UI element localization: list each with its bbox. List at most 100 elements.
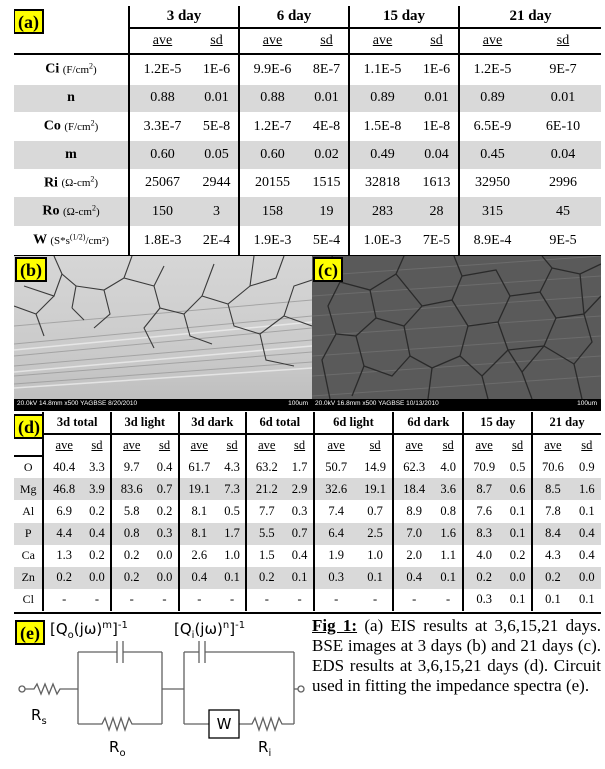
ave-value: 1.8E-3: [128, 226, 195, 255]
sd-value: -: [297, 592, 302, 607]
sd-value: 0.2: [156, 503, 173, 518]
parameter-name: m: [65, 146, 77, 162]
figure-caption-text: (a) EIS results at 3,6,15,21 days. BSE i…: [312, 616, 601, 695]
sd-header: sd: [294, 438, 306, 453]
unit-sup: 2: [90, 174, 95, 184]
parameter-label: Co (F/cm2): [14, 112, 129, 141]
ave-value: 25067: [128, 168, 195, 198]
sd-value: 0.0: [83, 566, 111, 589]
qi-mid: (jω): [194, 620, 223, 638]
day-header: 6 day: [238, 6, 349, 29]
ave-value: 315: [458, 197, 525, 227]
ave-value: 1.3: [42, 544, 84, 567]
sd-value: 4.3: [224, 459, 240, 474]
sd-value: 28: [415, 197, 459, 227]
ave-header: ave: [245, 434, 287, 457]
ave-value: 1.1E-5: [348, 53, 415, 85]
ave-value: 8.5: [531, 478, 573, 501]
unit-end: ): [94, 120, 99, 133]
sd-value: 3: [195, 197, 239, 227]
ave-value: 8.9: [392, 500, 434, 523]
ave-value: 32950: [458, 168, 525, 198]
sd-value: 2.5: [357, 522, 394, 545]
element-label: Al: [22, 503, 35, 518]
ave-header: ave: [177, 434, 220, 457]
eis-row: n 0.88 0.01 0.88 0.01 0.89 0.01 0.89 0.01: [14, 84, 601, 113]
sd-value: 2.9: [286, 478, 314, 501]
ave-value: 4.3: [531, 544, 573, 567]
sd-value: 0.1: [503, 522, 533, 545]
ave-value: 0.3: [312, 566, 358, 589]
qo-mid: (jω): [73, 620, 103, 638]
ave-value: 4.4: [42, 522, 84, 545]
figure-title: Fig 1:: [312, 616, 358, 635]
sd-value: -: [229, 592, 235, 607]
cracked-surface-texture: [312, 256, 601, 399]
sd-value: 3.9: [83, 478, 111, 501]
sd-value: 0.04: [525, 140, 601, 169]
qi-text: [Q: [174, 620, 192, 638]
parameter-name: Ri: [43, 175, 58, 191]
group-header: 3d total: [42, 412, 111, 436]
eds-row: Al 6.9 0.2 5.8 0.2 8.1 0.5 7.7 0.3 7.4 0.7 8.9 0.8 7.…: [14, 500, 601, 523]
ave-value: 50.7: [312, 456, 358, 479]
sd-value: 0.01: [525, 84, 601, 113]
parameter-name: n: [67, 90, 75, 106]
sd-value: 0.01: [195, 84, 239, 113]
sd-value: 0.02: [305, 140, 349, 169]
ave-value: 8.1: [177, 522, 220, 545]
parameter-label: W (S*s(1/2)/cm²): [14, 226, 129, 255]
panel-label-b: (b): [15, 257, 47, 282]
ave-value: 0.89: [348, 84, 415, 113]
ave-value: 1.5E-8: [348, 112, 415, 141]
bse-image-21-days: (c) 20.0kV 16.8mm x500 YAGBSE 10/13/2010…: [312, 256, 601, 409]
ave-value: 0.2: [109, 544, 152, 567]
ave-value: 2.6: [177, 544, 220, 567]
ave-value: 1.2E-7: [238, 112, 305, 141]
sd-value: 0.8: [440, 503, 456, 518]
ave-value: 6.4: [312, 522, 358, 545]
group-header: 6d dark: [392, 412, 464, 436]
sd-value: 3.6: [433, 478, 464, 501]
sd-value: 1.7: [291, 459, 308, 474]
element-label: O: [23, 460, 33, 475]
ave-value: 8.9E-4: [458, 226, 525, 255]
ave-value: 61.7: [177, 456, 220, 479]
sd-value: 0.4: [291, 548, 308, 563]
label-cell-a: (a): [14, 6, 129, 54]
parameter-unit: (F/cm2): [64, 118, 99, 133]
element-label: P: [14, 522, 44, 545]
group-header: 3d light: [109, 412, 179, 436]
group-header: 6d total: [245, 412, 314, 436]
sem-caption: 20.0kV 16.8mm x500 YAGBSE 10/13/2010 100…: [312, 399, 601, 409]
element-label: Cl: [22, 592, 34, 607]
sd-value: 0.01: [415, 84, 459, 113]
ave-value: 20155: [238, 168, 305, 198]
sd-value: 0.6: [503, 478, 533, 501]
unit-end: ): [94, 177, 99, 190]
sd-value: 0.2: [89, 548, 105, 563]
unit-text: (F/cm: [62, 64, 90, 77]
ri-text: R: [258, 738, 269, 756]
sd-value: 0.0: [156, 548, 173, 563]
ave-value: 1.5: [245, 544, 287, 567]
bse-images: (b) 20.0kV 14.8mm x500 YAGBSE 8/20/2010 …: [14, 256, 601, 409]
element-label: Zn: [14, 566, 44, 589]
ave-value: 0.2: [109, 566, 152, 589]
sd-value: 0.1: [509, 503, 526, 518]
panel-label-c: (c): [313, 257, 343, 282]
ave-value: 2.0: [392, 544, 434, 567]
sd-value: 14.9: [364, 459, 387, 474]
sd-value: 2944: [202, 175, 231, 190]
sd-value: 19.1: [357, 478, 394, 501]
parameter-label: m: [14, 140, 129, 169]
ave-value: 1.2E-5: [128, 53, 195, 85]
sd-value: 9E-7: [525, 53, 601, 85]
ave-header: ave: [348, 28, 415, 54]
ave-value: 5.5: [245, 522, 287, 545]
sd-value: -: [372, 592, 378, 607]
ave-value: 0.2: [462, 566, 504, 589]
ave-header: ave: [392, 434, 434, 457]
sd-value: 0.2: [509, 548, 526, 563]
sd-header: sd: [320, 33, 333, 48]
